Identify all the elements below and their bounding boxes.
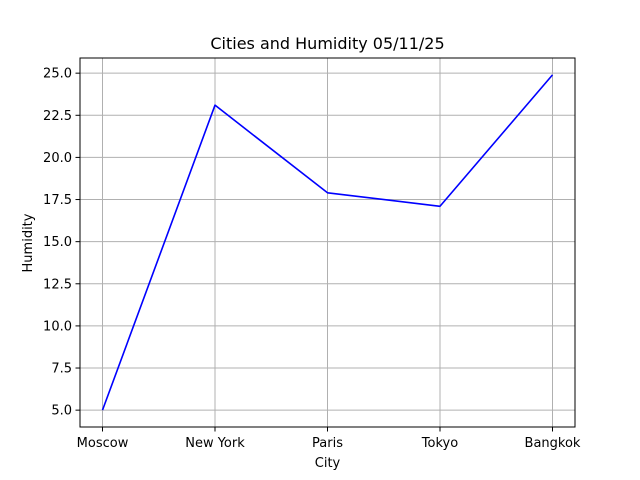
y-tick-label: 22.5 [43, 109, 72, 124]
y-tick-label: 12.5 [43, 277, 72, 292]
y-tick-label: 20.0 [43, 151, 72, 166]
x-tick-label: Paris [312, 436, 343, 451]
y-tick-label: 5.0 [51, 404, 72, 419]
y-axis-title: Humidity [21, 213, 36, 272]
y-tick-label: 25.0 [43, 67, 72, 82]
series-layer [101, 74, 554, 411]
chart-title: Cities and Humidity 05/11/25 [210, 34, 444, 53]
x-tick-label: Tokyo [421, 436, 458, 451]
y-tick-label: 10.0 [43, 319, 72, 334]
y-tick-label: 17.5 [43, 193, 72, 208]
grid [80, 58, 575, 427]
x-tick-label: Bangkok [525, 436, 581, 451]
x-tick-label: New York [185, 436, 245, 451]
y-tick-label: 7.5 [51, 362, 72, 377]
x-tick-label: Moscow [77, 436, 129, 451]
ticks: Moscow New York Paris Tokyo Bangkok 5.0 7.5 10.… [43, 67, 581, 451]
x-axis-title: City [315, 456, 341, 471]
series-line [101, 74, 554, 411]
y-tick-label: 15.0 [43, 235, 72, 250]
